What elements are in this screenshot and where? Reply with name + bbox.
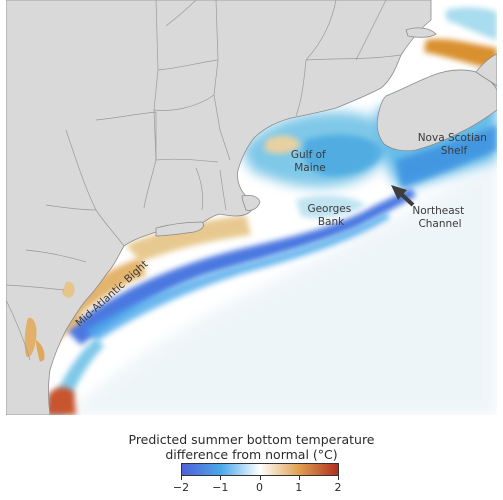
legend-title-line-2: difference from normal (°C) [165, 447, 338, 462]
colorbar-tick [220, 476, 222, 480]
colorbar-tick-label: 0 [256, 481, 263, 494]
land-pei [405, 27, 437, 38]
land-cape-breton [475, 53, 497, 87]
label-northeast-channel: Northeast Channel [412, 205, 467, 230]
state-borders [6, 0, 402, 361]
label-nova-scotian-shelf: Nova Scotian Shelf [418, 132, 491, 157]
label-georges-bank: Georges Bank [307, 203, 354, 228]
chesapeake-bay [24, 317, 37, 358]
delaware-bay [62, 281, 75, 298]
colorbar-tick [259, 476, 261, 480]
land-nova-scotia [376, 69, 497, 152]
colorbar-tick [298, 476, 300, 480]
colorbar-tick [181, 476, 182, 480]
temperature-map: Gulf of Maine Georges Bank Nova Scotian … [6, 0, 497, 415]
colorbar-tick-label: −1 [212, 481, 229, 494]
land-mainland [6, 0, 432, 415]
colorbar-tick [338, 476, 339, 480]
colorbar-tick-label: −2 [172, 481, 190, 494]
land-cape-cod [241, 194, 261, 211]
colorbar-tick-label: 2 [334, 481, 342, 494]
legend-title-line-1: Predicted summer bottom temperature [128, 432, 375, 447]
northeast-channel-arrow [391, 185, 415, 207]
label-gulf-of-maine: Gulf of Maine [291, 149, 329, 174]
colorbar [181, 463, 339, 476]
anomaly-field [46, 7, 497, 415]
legend-title: Predicted summer bottom temperature diff… [0, 432, 503, 462]
colorbar-tick-label: 1 [295, 481, 303, 494]
land-long-island [155, 221, 204, 237]
